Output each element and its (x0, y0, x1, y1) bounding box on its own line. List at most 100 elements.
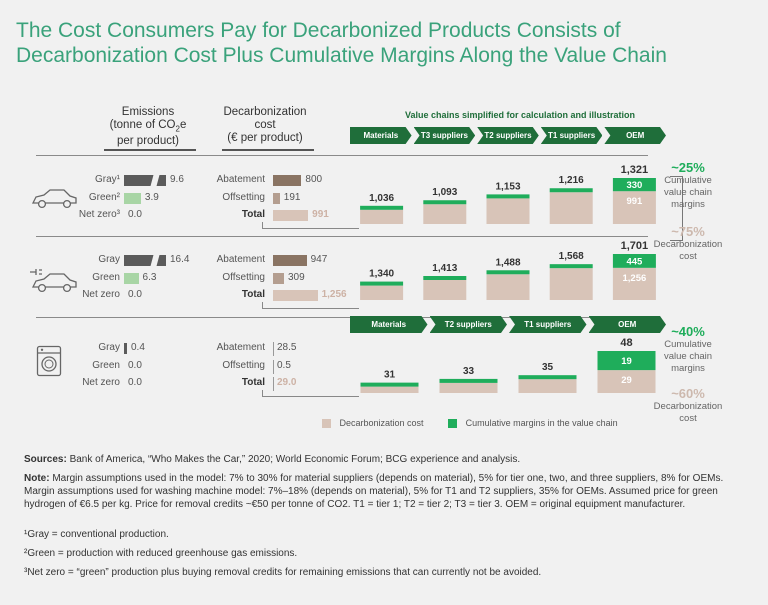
margin-value-label: 19 (621, 356, 632, 367)
section-divider (36, 155, 648, 156)
sources-note: Sources: Bank of America, “Who Makes the… (24, 454, 521, 465)
side-label-decarb-1: ~75% Decarbonization cost (653, 224, 723, 262)
bar-decarb-segment (549, 192, 593, 224)
emission-bar-gray (124, 343, 127, 354)
bar-total-label: 1,093 (432, 187, 457, 198)
emission-value: 0.0 (128, 209, 142, 220)
cost-bar (273, 255, 307, 266)
cost-axis (273, 359, 274, 374)
side-label-margins-1: ~25% Cumulative value chain margins (663, 160, 713, 210)
bar-total-label: 1,153 (495, 181, 520, 192)
emission-value: 0.4 (131, 342, 145, 353)
bar-decarb-segment (518, 379, 577, 393)
emission-label: Gray (98, 342, 120, 353)
cost-value: 1,256 (321, 289, 347, 300)
legend-label-margins: Cumulative margins in the value chain (465, 418, 618, 428)
bar-decarb-segment (486, 274, 530, 300)
bar-decarb-segment (597, 370, 656, 393)
cost-label: Total (241, 209, 265, 220)
cost-value: 191 (283, 191, 301, 203)
header-rule (104, 149, 196, 151)
cost-bar (273, 290, 318, 301)
bar-margin-segment (486, 194, 530, 199)
bracket-line (670, 176, 683, 241)
legend-swatch-margins (448, 419, 458, 429)
bar-decarb-segment (486, 198, 530, 224)
decarb-value-label: 1,256 (623, 273, 647, 284)
value-chain-step: T2 suppliers (477, 127, 539, 144)
bar-total-label: 1,413 (432, 263, 457, 274)
value-chain-step: T1 suppliers (541, 127, 603, 144)
bar-total-label: 31 (384, 370, 396, 381)
emission-label: Gray¹ (95, 174, 120, 185)
cost-label: Offsetting (222, 191, 265, 203)
legend-label-decarb: Decarbonization cost (339, 418, 424, 428)
section-divider (36, 236, 648, 237)
cost-value: 309 (287, 271, 305, 283)
bar-decarb-segment (549, 268, 593, 300)
margin-value-label: 445 (626, 256, 643, 267)
bar-margin-segment (597, 351, 656, 371)
legend-swatch-decarb (322, 419, 331, 429)
side-label-margins-2: ~40% Cumulative value chain margins (663, 324, 713, 374)
cost-value: 29.0 (277, 377, 297, 388)
footnote-2: ²Green = production with reduced greenho… (24, 548, 298, 559)
cost-label: Abatement (216, 174, 265, 185)
decarb-cost-header: Decarbonization cost (€ per product) (223, 106, 307, 144)
bar-decarb-segment (423, 204, 467, 224)
bar-total-label: 1,568 (559, 251, 584, 262)
cost-label: Abatement (216, 254, 265, 265)
bar-total-label: 1,488 (495, 257, 520, 268)
footnote-1: ¹Gray = conventional production. (24, 529, 169, 540)
emission-value: 0.0 (128, 289, 142, 300)
cost-bar (273, 192, 280, 204)
cost-label: Total (241, 377, 265, 388)
emission-bar-green (124, 192, 141, 204)
emission-value: 3.9 (144, 191, 159, 203)
cost-label: Abatement (216, 342, 265, 353)
bar-margin-segment (360, 281, 404, 286)
decarb-value-label: 991 (626, 196, 643, 207)
emission-bar-gray (124, 255, 166, 266)
bar-margin-segment (518, 375, 577, 380)
bar-total-label: 1,216 (559, 175, 584, 186)
cost-bar (273, 272, 284, 284)
bar-total-label: 1,321 (621, 164, 649, 176)
bar-margin-segment (360, 382, 419, 387)
washing-machine-icon (36, 345, 62, 377)
bracket-line (670, 240, 682, 241)
emissions-header: Emissions (tonne of CO2e per product) (109, 106, 187, 148)
emission-label: Gray (98, 254, 120, 265)
bar-total-label: 33 (463, 366, 475, 377)
bar-margin-segment (486, 270, 530, 275)
emission-value: 16.4 (170, 254, 190, 265)
connector-line (262, 302, 359, 309)
cost-axis (273, 342, 274, 356)
bar-margin-segment (549, 264, 593, 269)
emission-label: Green² (88, 191, 120, 203)
cost-value: 0.5 (277, 359, 291, 371)
emission-value: 0.0 (128, 377, 142, 388)
connector-line (262, 390, 359, 397)
bar-decarb-segment (360, 209, 404, 224)
methodology-note: Note: Margin assumptions used in the mod… (24, 473, 724, 510)
emission-bar-gray (124, 175, 166, 186)
bar-total-label: 1,340 (369, 269, 394, 280)
bar-decarb-segment (612, 267, 656, 300)
value-chain-step: Materials (350, 127, 412, 144)
bar-chart-car: 1,036 1,093 1,153 1,216 330 991 1,321 (360, 164, 656, 224)
bar-margin-segment (423, 200, 467, 205)
emission-label: Net zero (82, 377, 120, 388)
bar-decarb-segment (423, 279, 467, 300)
cost-label: Total (241, 289, 265, 300)
value-chain-step: T3 suppliers (414, 127, 476, 144)
electric-car-icon (30, 269, 77, 293)
bar-margin-segment (549, 188, 593, 193)
cost-value: 947 (310, 254, 328, 265)
bar-decarb-segment (612, 191, 656, 224)
header-rule (222, 149, 314, 151)
bar-total-label: 35 (542, 362, 554, 373)
value-chain-step: Materials (350, 316, 428, 333)
footnote-3: ³Net zero = “green” production plus buyi… (24, 567, 542, 578)
connector-line (262, 222, 359, 229)
